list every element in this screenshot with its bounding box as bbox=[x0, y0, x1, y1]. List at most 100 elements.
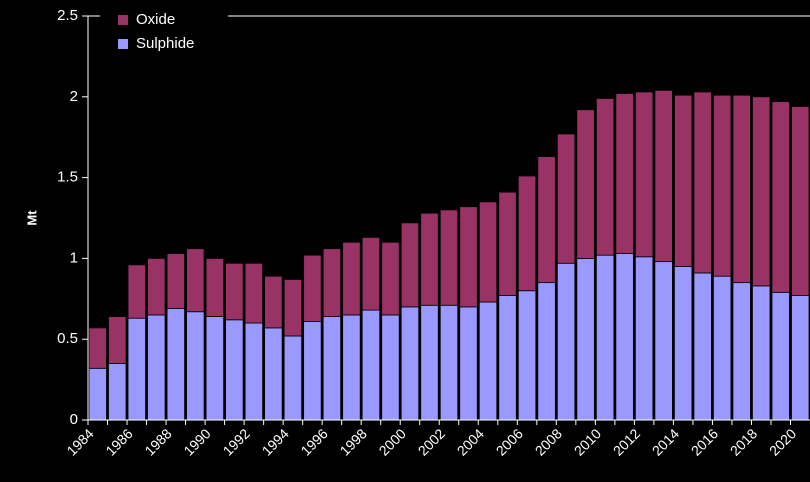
bar-segment bbox=[205, 257, 224, 317]
bar-segment bbox=[713, 94, 732, 277]
bar-segment bbox=[732, 94, 751, 284]
bar-segment bbox=[674, 266, 693, 421]
bar-segment bbox=[791, 295, 810, 421]
bar-segment bbox=[517, 175, 537, 292]
bar-segment bbox=[127, 264, 146, 319]
bar-segment bbox=[361, 236, 381, 311]
x-tick-label: 2012 bbox=[610, 425, 643, 458]
bar-segment bbox=[400, 222, 420, 308]
bar-segment bbox=[439, 304, 459, 421]
bar-segment bbox=[459, 306, 478, 421]
bar-segment bbox=[498, 191, 517, 296]
legend: Oxide Sulphide bbox=[100, 4, 228, 66]
bar-segment bbox=[108, 363, 127, 421]
bar-segment bbox=[264, 327, 283, 421]
x-tick-label: 2000 bbox=[376, 425, 409, 458]
bar-segment bbox=[108, 316, 127, 364]
x-tick-label: 1998 bbox=[337, 425, 370, 458]
bar-segment bbox=[342, 241, 361, 316]
x-tick-label: 2018 bbox=[727, 425, 760, 458]
x-tick-label: 1994 bbox=[259, 425, 292, 458]
bar-segment bbox=[264, 275, 283, 329]
x-tick-label: 1990 bbox=[180, 425, 213, 458]
bar-segment bbox=[478, 201, 498, 303]
legend-swatch bbox=[118, 39, 128, 49]
bar-segment bbox=[537, 156, 556, 284]
x-tick-label: 2006 bbox=[493, 425, 526, 458]
x-tick-label: 1986 bbox=[102, 425, 135, 458]
bar-segment bbox=[713, 275, 732, 421]
y-tick-label: 0 bbox=[70, 411, 78, 428]
bar-segment bbox=[381, 314, 400, 421]
bar-segment bbox=[537, 282, 556, 421]
bar-segment bbox=[732, 282, 751, 421]
bar-segment bbox=[244, 262, 264, 324]
bar-segment bbox=[595, 254, 615, 421]
legend-label: Oxide bbox=[136, 11, 175, 28]
bar-segment bbox=[342, 314, 361, 421]
bar-segment bbox=[771, 291, 790, 421]
bar-segment bbox=[478, 301, 498, 421]
bar-segment bbox=[303, 321, 322, 421]
y-tick-label: 1.5 bbox=[57, 169, 78, 186]
bar-segment bbox=[615, 93, 634, 254]
legend-label: Sulphide bbox=[136, 35, 194, 52]
bar-segment bbox=[674, 94, 693, 267]
bar-segment bbox=[283, 279, 303, 337]
bar-segment bbox=[166, 253, 185, 309]
bar-segment bbox=[693, 91, 712, 274]
x-tick-label: 2016 bbox=[688, 425, 721, 458]
bar-segment bbox=[147, 314, 166, 421]
bar-segment bbox=[595, 98, 615, 256]
bar-segment bbox=[244, 322, 264, 421]
bar-segment bbox=[752, 285, 771, 421]
bar-segment bbox=[771, 101, 790, 293]
bar-segment bbox=[693, 272, 712, 421]
y-tick-label: 1 bbox=[70, 249, 78, 266]
bar-segment bbox=[439, 209, 459, 306]
bar-segment bbox=[186, 311, 205, 421]
x-tick-label: 1988 bbox=[141, 425, 174, 458]
bar-segment bbox=[517, 290, 537, 421]
x-tick-label: 2002 bbox=[415, 425, 448, 458]
bar-segment bbox=[303, 254, 322, 322]
bar-segment bbox=[498, 295, 517, 421]
bar-segment bbox=[576, 109, 595, 259]
bar-segment bbox=[88, 367, 107, 421]
x-tick-label: 1992 bbox=[220, 425, 253, 458]
x-tick-label: 2010 bbox=[571, 425, 604, 458]
bar-segment bbox=[615, 253, 634, 421]
x-tick-label: 2020 bbox=[766, 425, 799, 458]
bar-segment bbox=[361, 309, 381, 421]
bar-segment bbox=[88, 327, 107, 369]
bar-segment bbox=[556, 262, 576, 421]
bar-segment bbox=[147, 257, 166, 316]
bar-segment bbox=[205, 316, 224, 421]
bar-segment bbox=[381, 241, 400, 316]
bar-segment bbox=[322, 248, 342, 317]
y-tick-label: 0.5 bbox=[57, 330, 78, 347]
bar-segment bbox=[225, 319, 244, 421]
bar-segment bbox=[420, 304, 439, 421]
bar-segment bbox=[752, 96, 771, 287]
x-tick-label: 2004 bbox=[454, 425, 487, 458]
bar-segment bbox=[225, 262, 244, 321]
legend-swatch bbox=[118, 15, 128, 25]
x-tick-label: 2014 bbox=[649, 425, 682, 458]
y-tick-label: 2 bbox=[70, 88, 78, 105]
bar-segment bbox=[459, 206, 478, 308]
bar-segment bbox=[576, 257, 595, 421]
x-tick-label: 1984 bbox=[63, 425, 96, 458]
bar-segment bbox=[186, 248, 205, 313]
x-tick-label: 2008 bbox=[532, 425, 565, 458]
bar-segment bbox=[127, 317, 146, 421]
y-tick-label: 2.5 bbox=[57, 7, 78, 24]
bar-segment bbox=[654, 89, 673, 263]
y-axis-label: Mt bbox=[24, 210, 39, 226]
bar-segment bbox=[654, 261, 673, 421]
legend-box bbox=[100, 4, 228, 66]
bar-segment bbox=[634, 91, 654, 258]
bar-segment bbox=[791, 106, 810, 296]
bar-segment bbox=[283, 335, 303, 421]
